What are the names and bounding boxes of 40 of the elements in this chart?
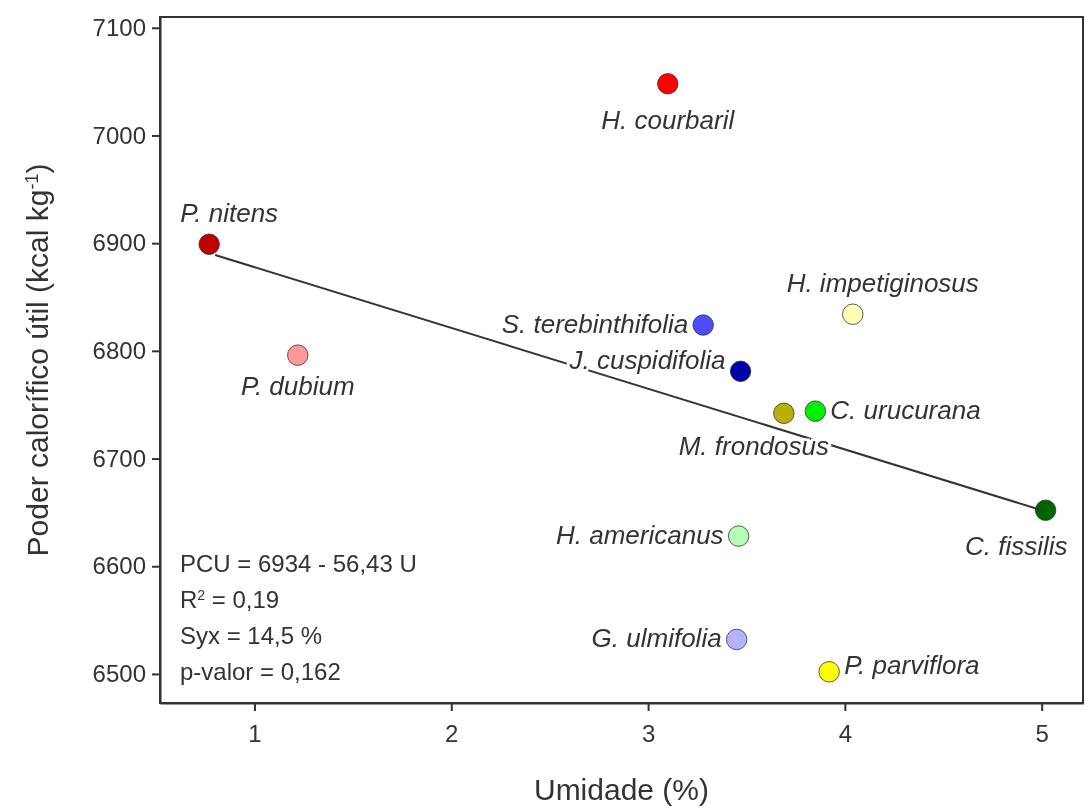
- annotation: PCU = 6934 - 56,43 U: [180, 550, 417, 577]
- annotation: Syx = 14,5 %: [180, 622, 323, 649]
- series-label: P. dubium: [240, 371, 355, 402]
- x-tick-label: 1: [248, 720, 262, 748]
- y-tick-label: 7000: [92, 121, 146, 149]
- y-tick-label: 6500: [92, 660, 146, 688]
- series-label: H. impetiginosus: [786, 268, 979, 299]
- x-tick-label: 3: [641, 720, 656, 748]
- series-label: M. frondosus: [678, 431, 830, 462]
- series-label: H. americanus: [555, 520, 724, 551]
- series-label: P. parviflora: [844, 649, 980, 680]
- series-label: H. courbaril: [601, 104, 736, 135]
- point: [804, 400, 826, 422]
- point: [657, 73, 679, 95]
- series-label: C. urucurana: [830, 395, 981, 426]
- y-tick-label: 7100: [92, 13, 146, 41]
- series-label: C. fissilis: [965, 531, 1068, 562]
- point: [287, 344, 309, 366]
- x-tick-label: 5: [1035, 720, 1049, 748]
- point: [198, 233, 220, 255]
- point: [818, 661, 840, 683]
- y-tick-label: 6900: [92, 229, 146, 257]
- point: [1034, 499, 1057, 521]
- series-label: S. terebinthifolia: [501, 309, 689, 339]
- point: [725, 628, 748, 651]
- annotation: R$^{2}$ = 0,19: [180, 586, 280, 613]
- point: [692, 314, 714, 336]
- x-tick-label: 2: [445, 720, 459, 748]
- x-axis-title: Umidade (%): [533, 773, 710, 806]
- x-tick-label: 4: [838, 720, 853, 748]
- series-label: P. nitens: [180, 198, 279, 229]
- y-tick-label: 6700: [92, 444, 146, 472]
- y-tick-label: 6800: [92, 337, 146, 365]
- point: [727, 525, 750, 547]
- annotation: p-valor = 0,162: [180, 658, 341, 685]
- y-tick-label: 6600: [92, 552, 146, 580]
- point: [729, 360, 752, 382]
- point: [773, 402, 795, 424]
- series-label: G. ulmifolia: [591, 623, 722, 654]
- point: [842, 303, 864, 325]
